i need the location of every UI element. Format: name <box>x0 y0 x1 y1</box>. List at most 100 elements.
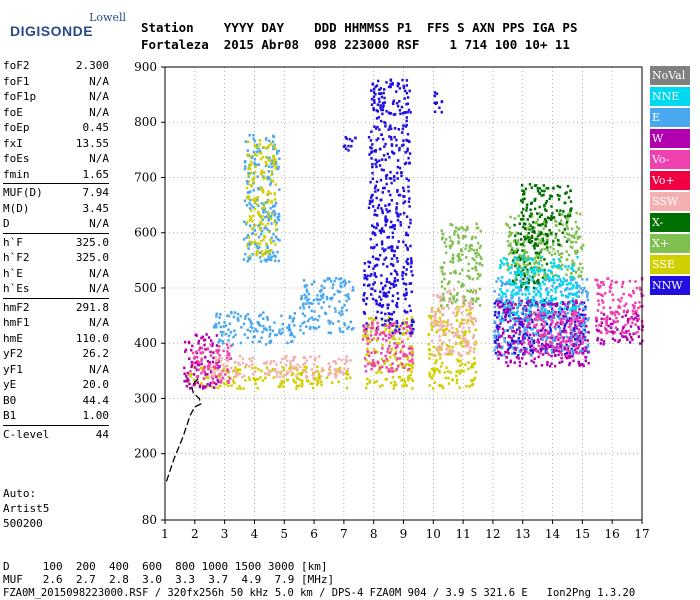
echo-point <box>506 282 509 285</box>
echo-point <box>393 254 396 258</box>
echo-point <box>467 361 470 364</box>
echo-point <box>540 336 543 339</box>
echo-point <box>304 302 308 305</box>
echo-point <box>222 367 226 370</box>
echo-point <box>457 241 460 245</box>
y-tick-label: 600 <box>134 226 157 240</box>
echo-point <box>568 233 571 237</box>
echo-point <box>411 347 414 351</box>
echo-point <box>563 324 566 328</box>
echo-point <box>259 324 262 327</box>
echo-point <box>461 322 465 325</box>
echo-point <box>509 345 512 348</box>
echo-point <box>370 363 373 366</box>
echo-point <box>267 145 270 149</box>
echo-point <box>529 333 532 337</box>
echo-point <box>249 319 252 322</box>
echo-point <box>572 234 576 238</box>
echo-point <box>561 213 564 216</box>
echo-point <box>611 312 614 315</box>
echo-point <box>370 200 374 203</box>
param-name: hmF2 <box>3 300 30 314</box>
echo-point <box>269 332 272 335</box>
echo-point <box>464 229 468 232</box>
echo-point <box>374 186 377 190</box>
echo-point <box>523 249 526 252</box>
echo-point <box>445 366 448 369</box>
echo-point <box>557 243 560 246</box>
echo-point <box>186 377 189 380</box>
echo-point <box>398 328 401 331</box>
echo-point <box>512 288 515 292</box>
echo-point <box>395 302 399 305</box>
echo-point <box>563 307 566 310</box>
echo-point <box>446 353 449 356</box>
echo-point <box>473 376 477 380</box>
echo-point <box>277 215 281 218</box>
echo-point <box>612 298 615 302</box>
echo-point <box>565 250 568 253</box>
echo-point <box>471 321 474 324</box>
echo-point <box>446 304 449 307</box>
echo-point <box>409 244 412 248</box>
echo-point <box>468 330 471 333</box>
echo-point <box>384 295 387 298</box>
echo-point <box>638 301 641 304</box>
param-value: 110.0 <box>75 331 109 345</box>
echo-point <box>202 387 205 390</box>
echo-point <box>462 331 465 335</box>
echo-point <box>257 163 260 166</box>
echo-point <box>506 299 510 303</box>
echo-point <box>338 366 342 370</box>
echo-point <box>387 326 390 329</box>
echo-point <box>387 190 390 193</box>
echo-point <box>293 335 296 339</box>
echo-point <box>518 254 521 257</box>
echo-point <box>583 321 587 325</box>
echo-point <box>380 108 383 112</box>
echo-point <box>511 352 514 356</box>
echo-point <box>265 258 268 261</box>
chart-axes: 1 2 3 4 5 6 7 8 9 10 11 12 13 14 15 16 17802003004005006… <box>134 60 650 541</box>
echo-point <box>365 359 368 362</box>
echo-point <box>277 165 280 169</box>
echo-point <box>517 342 520 345</box>
echo-point <box>262 238 265 241</box>
echo-point <box>493 329 497 332</box>
echo-point <box>515 274 518 277</box>
echo-point <box>371 83 374 86</box>
echo-point <box>535 301 538 304</box>
echo-point <box>448 291 451 295</box>
echo-point <box>372 318 375 321</box>
echo-point <box>407 185 410 189</box>
echo-point <box>553 252 557 255</box>
echo-point <box>394 346 397 349</box>
echo-point <box>210 365 213 369</box>
echo-point <box>583 328 586 332</box>
param-name: MUF(D) <box>3 186 43 199</box>
echo-point <box>384 327 388 331</box>
echo-point <box>392 175 396 178</box>
echo-point <box>247 376 251 379</box>
echo-point <box>450 323 453 326</box>
echo-point <box>406 261 409 265</box>
echo-point <box>259 313 262 317</box>
echo-point <box>374 362 377 365</box>
echo-point <box>292 372 295 375</box>
echo-point <box>450 352 453 356</box>
echo-point <box>441 295 445 298</box>
echo-point <box>382 286 385 289</box>
echo-point <box>544 329 547 332</box>
echo-point <box>281 331 284 334</box>
echo-point <box>345 386 349 390</box>
echo-point <box>468 312 471 315</box>
echo-point <box>577 331 580 334</box>
echo-point <box>396 365 400 368</box>
echo-point <box>375 84 379 87</box>
echo-point <box>396 189 399 192</box>
echo-point <box>324 279 327 283</box>
echo-point <box>394 356 397 359</box>
echo-point <box>407 200 411 203</box>
echo-point <box>577 305 580 308</box>
echo-point <box>366 382 369 386</box>
